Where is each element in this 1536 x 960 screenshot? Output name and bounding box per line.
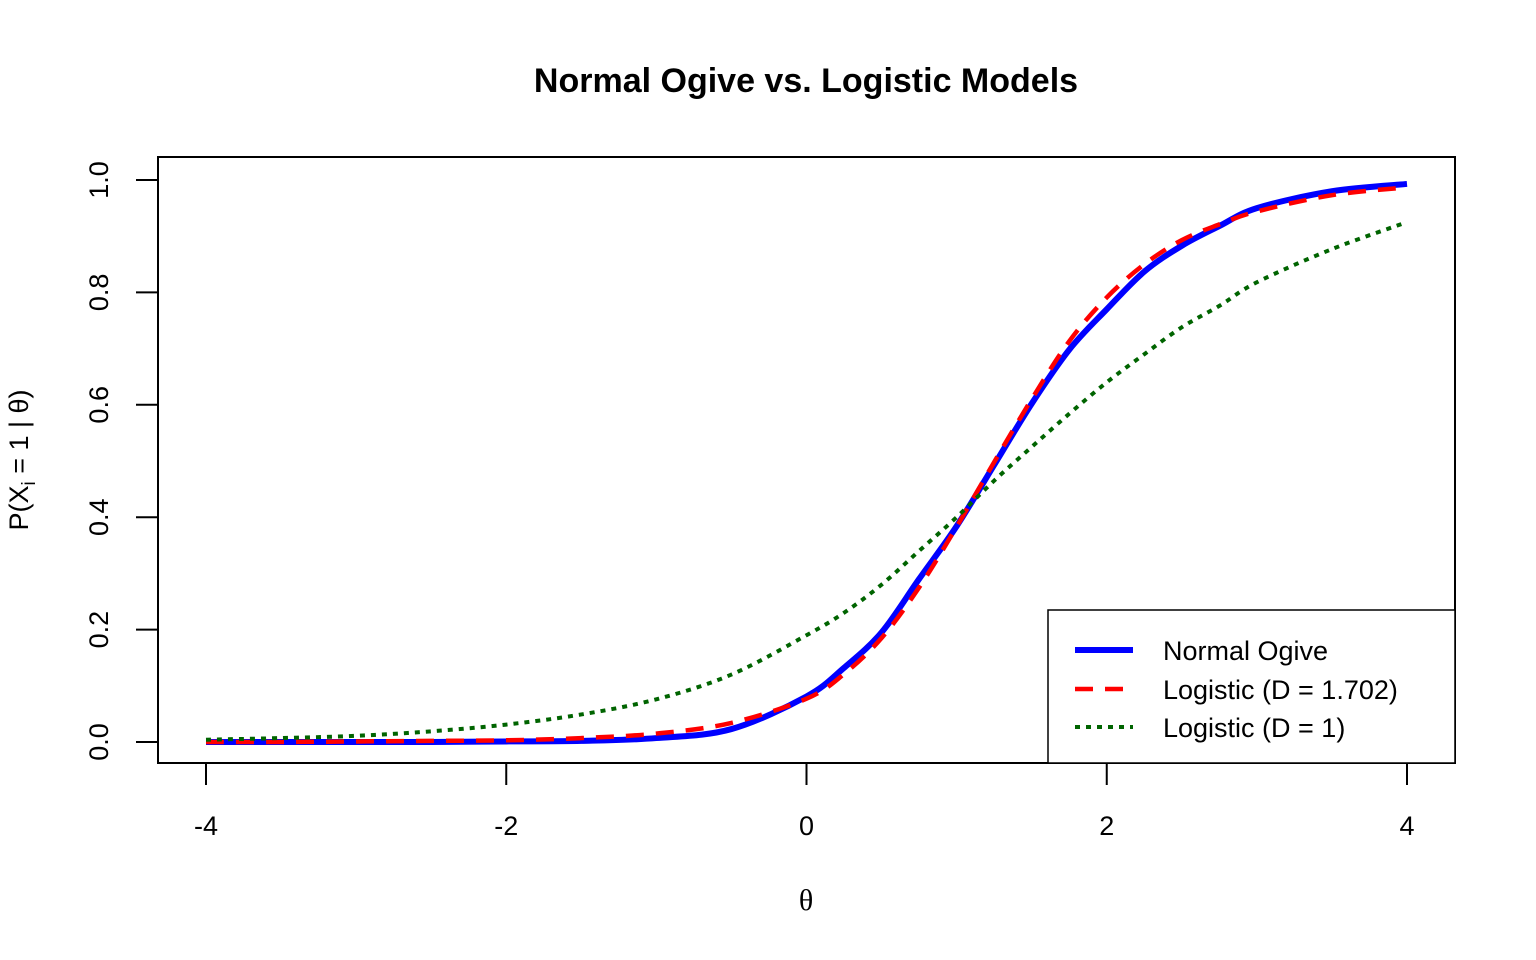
chart-title: Normal Ogive vs. Logistic Models [534, 62, 1078, 100]
x-axis-label: θ [799, 884, 813, 917]
legend-box [1047, 609, 1456, 764]
legend: Normal Ogive Logistic (D = 1.702) Logistic… [1047, 609, 1456, 764]
x-tick-label: 2 [1099, 811, 1114, 841]
y-tick-label: 1.0 [84, 161, 114, 199]
y-axis-label-prefix: P(X [4, 486, 34, 531]
y-axis: 0.0 0.2 0.4 0.6 0.8 1.0 [84, 161, 159, 761]
x-tick-label: 0 [799, 811, 814, 841]
y-tick-label: 0.8 [84, 274, 114, 312]
legend-label-3: Logistic (D = 1) [1163, 713, 1345, 743]
y-tick-label: 0.0 [84, 723, 114, 761]
legend-label-1: Normal Ogive [1163, 636, 1328, 666]
y-axis-label-subscript: i [19, 481, 40, 485]
series-line-2 [205, 185, 1408, 745]
x-tick-label: 4 [1399, 811, 1414, 841]
x-tick-label: -2 [494, 811, 518, 841]
y-tick-label: 0.4 [84, 498, 114, 536]
series-line-3 [205, 220, 1408, 742]
y-tick-label: 0.2 [84, 611, 114, 649]
x-tick-label: -4 [194, 811, 218, 841]
y-tick-label: 0.6 [84, 386, 114, 424]
series-group [205, 180, 1408, 746]
y-axis-label-suffix: = 1 | θ) [4, 389, 34, 481]
legend-label-2: Logistic (D = 1.702) [1163, 675, 1398, 705]
y-axis-label: P(Xi = 1 | θ) [4, 389, 40, 530]
series-line-1 [205, 180, 1408, 746]
